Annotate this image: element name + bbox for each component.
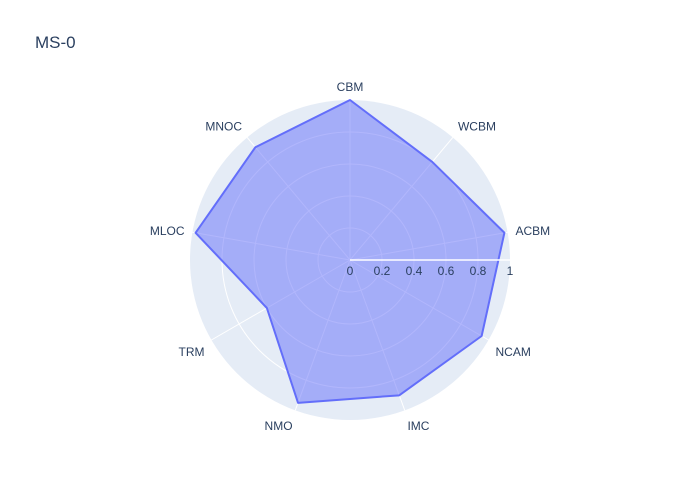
label-layer: 0 0.2 0.4 0.6 0.8 1 CBM WCBM ACBM NCAM IMC NMO TRM ML… [150,80,550,433]
chart-title: MS-0 [35,33,76,52]
radial-tick-label: 0 [347,264,354,278]
radial-tick-label: 0.4 [406,264,423,278]
data-layer [194,99,510,404]
axis-label-cbm: CBM [337,80,364,94]
series-area [194,99,506,404]
axis-label-imc: IMC [407,419,429,433]
radial-tick-label: 0.6 [438,264,455,278]
axis-label-wcbm: WCBM [458,119,496,133]
axis-label-mloc: MLOC [150,224,185,238]
radial-tick-label: 0.8 [470,264,487,278]
axis-label-acbm: ACBM [515,224,550,238]
radial-tick-label: 0.2 [374,264,391,278]
axis-label-nmo: NMO [265,419,293,433]
axis-label-ncam: NCAM [495,345,530,359]
radial-tick-label: 1 [507,264,514,278]
axis-label-mnoc: MNOC [205,119,242,133]
axis-label-trm: TRM [179,345,205,359]
